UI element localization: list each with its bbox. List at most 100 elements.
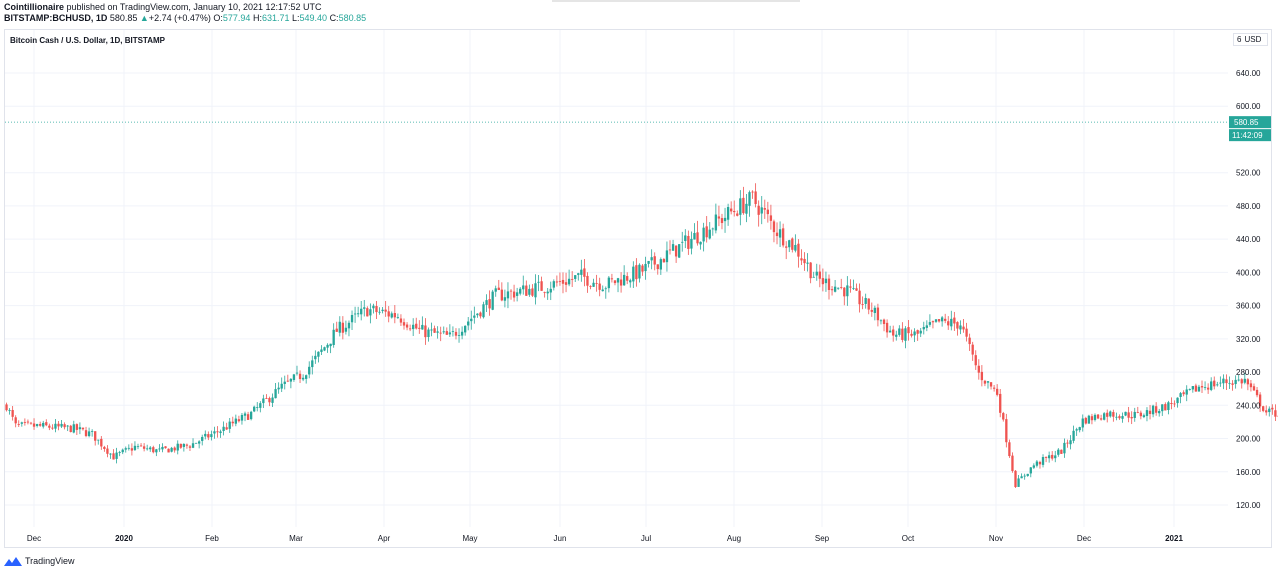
candle-body: [1066, 442, 1069, 444]
candle-body: [1078, 427, 1081, 431]
change-value: +2.74 (+0.47%): [148, 13, 211, 23]
candle-body: [1112, 412, 1115, 417]
candle-body: [552, 281, 555, 288]
candle-body: [69, 425, 72, 433]
x-tick-label: 2021: [1165, 534, 1183, 543]
candle-body: [23, 422, 27, 423]
candle-body: [662, 259, 666, 263]
candle-body: [702, 227, 705, 242]
candle-body: [109, 453, 112, 455]
candle-body: [463, 325, 467, 333]
candle-body: [812, 276, 815, 278]
candle-body: [947, 321, 950, 326]
candle-body: [366, 308, 369, 317]
candle-body: [467, 321, 470, 326]
last-price-tag: 580.85: [1234, 118, 1259, 127]
candle-body: [415, 323, 418, 329]
candle-body: [962, 326, 965, 330]
candle-body: [720, 218, 724, 224]
scale-button[interactable]: 6 USD: [1233, 33, 1269, 46]
candle-body: [1231, 383, 1234, 385]
author-name[interactable]: Cointillionaire: [4, 2, 65, 12]
y-tick-label: 400.00: [1236, 268, 1261, 277]
candle-body: [84, 430, 88, 437]
candle-body: [956, 322, 959, 329]
candle-body: [515, 292, 519, 296]
candle-body: [176, 443, 179, 451]
candle-body: [436, 331, 439, 333]
candle-body: [830, 289, 834, 291]
candle-body: [1051, 454, 1054, 459]
candle-body: [1191, 386, 1195, 390]
candle-body: [286, 380, 289, 382]
candle-body: [1127, 412, 1130, 418]
candle-body: [1246, 379, 1250, 385]
candle-body: [714, 214, 718, 231]
candle-body: [48, 425, 51, 428]
close-value: 580.85: [338, 13, 367, 23]
candle-body: [506, 291, 510, 299]
candle-body: [338, 321, 341, 333]
candle-body: [280, 383, 283, 389]
candle-body: [580, 269, 583, 275]
candle-body: [564, 282, 568, 285]
candle-body: [763, 208, 766, 210]
candle-body: [586, 275, 589, 286]
candle-body: [1054, 455, 1057, 459]
candle-body: [748, 192, 751, 206]
candle-body: [678, 244, 681, 258]
candle-body: [1038, 461, 1042, 465]
candle-body: [360, 308, 363, 315]
candle-body: [320, 349, 323, 352]
candle-body: [347, 322, 351, 329]
candle-body: [879, 320, 883, 322]
candle-body: [353, 313, 357, 315]
candle-body: [121, 449, 124, 453]
candle-body: [369, 309, 372, 316]
candle-body: [289, 378, 293, 382]
candle-body: [577, 273, 580, 275]
candle-body: [194, 442, 198, 444]
candle-body: [231, 421, 234, 424]
candle-body: [919, 330, 922, 334]
candle-body: [476, 313, 479, 316]
candle-body: [1216, 384, 1219, 386]
candle-body: [833, 286, 837, 292]
candle-body: [873, 307, 877, 314]
candle-body: [402, 322, 406, 326]
x-tick-label: Dec: [27, 534, 41, 543]
candle-body: [913, 331, 916, 336]
candle-body: [659, 259, 662, 270]
chart-frame[interactable]: [4, 29, 1272, 548]
y-tick-label: 440.00: [1236, 235, 1261, 244]
x-tick-label: Jul: [641, 534, 651, 543]
candle-body: [925, 325, 928, 328]
candle-body: [1118, 416, 1121, 419]
low-value: 549.40: [299, 13, 328, 23]
candle-body: [29, 422, 33, 424]
series-legend[interactable]: Bitcoin Cash / U.S. Dollar, 1D, BITSTAMP: [10, 36, 165, 45]
candle-body: [898, 328, 901, 335]
candle-body: [983, 380, 987, 384]
candle-body: [626, 276, 629, 281]
candle-body: [1151, 405, 1155, 415]
candle-body: [161, 446, 164, 450]
candle-body: [418, 327, 421, 329]
candle-body: [1087, 415, 1091, 424]
footer-brand[interactable]: TradingView: [4, 556, 75, 566]
candle-body: [849, 286, 852, 288]
candle-body: [775, 232, 779, 237]
candle-body: [381, 309, 384, 312]
candle-body: [644, 263, 647, 272]
candle-body: [971, 344, 974, 355]
candle-body: [421, 324, 424, 330]
candle-body: [1210, 381, 1213, 390]
candle-body: [867, 298, 870, 310]
candle-body: [130, 448, 134, 451]
countdown-box: [1229, 129, 1271, 142]
candle-body: [1243, 378, 1246, 383]
candle-body: [1029, 467, 1032, 474]
candle-body: [115, 452, 118, 459]
candle-body: [488, 299, 491, 309]
